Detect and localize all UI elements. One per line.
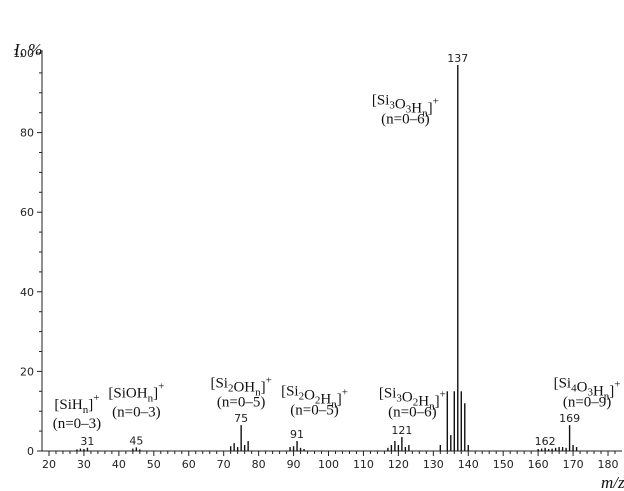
peak-label: 45 [129, 434, 143, 447]
peak-label: 75 [234, 412, 248, 425]
y-tick-label: 60 [20, 206, 34, 219]
y-axis-ticks: 0 20 40 60 80 100 [13, 47, 42, 458]
y-tick-label: 40 [20, 286, 34, 299]
ion-annotation: [SiHn]+(n=0–3) [53, 392, 101, 432]
x-tick-label: 140 [458, 458, 479, 471]
peak-label: 162 [535, 435, 556, 448]
x-tick-label: 30 [77, 458, 91, 471]
ion-annotation: [Si3O3Hn]+(n=0–6) [372, 93, 439, 128]
x-axis-ticks: 20 30 40 50 60 70 80 90 100 110 120 130 140 150 160 170… [42, 451, 619, 471]
x-tick-label: 40 [112, 458, 126, 471]
peak-label: 169 [559, 412, 580, 425]
x-tick-label: 150 [493, 458, 514, 471]
ion-annotation: [SiOHn]+(n=0–3) [108, 380, 164, 420]
ion-annotation: [Si2O2Hn]+(n=0–5) [281, 383, 348, 418]
peak-label: 121 [391, 424, 412, 437]
x-tick-label: 110 [353, 458, 374, 471]
x-tick-label: 160 [528, 458, 549, 471]
x-tick-label: 50 [147, 458, 161, 471]
x-tick-label: 90 [287, 458, 301, 471]
ion-annotation: [Si3O2Hn]+(n=0–6) [379, 385, 446, 420]
x-tick-label: 100 [318, 458, 339, 471]
ion-range: (n=0–3) [53, 416, 101, 432]
y-tick-label: 20 [20, 365, 34, 378]
peak-label: 137 [447, 52, 468, 65]
x-tick-label: 130 [423, 458, 444, 471]
ion-range: (n=0–6) [381, 112, 429, 128]
ion-annotation: [Si4O3Hn]+(n=0–9) [554, 375, 621, 410]
peak-label: 31 [80, 435, 94, 448]
x-tick-label: 170 [563, 458, 584, 471]
x-axis-title: m/z [601, 473, 624, 491]
x-tick-label: 180 [598, 458, 619, 471]
spectrum-peaks [76, 64, 578, 451]
peak-label: 91 [290, 428, 304, 441]
ion-range: (n=0–3) [112, 404, 160, 420]
x-tick-label: 120 [388, 458, 409, 471]
ion-range: (n=0–6) [388, 404, 436, 420]
ion-annotations: [SiHn]+(n=0–3)[SiOHn]+(n=0–3)[Si2OHn]+(n… [53, 93, 621, 432]
y-tick-label: 0 [27, 445, 34, 458]
ion-formula: [SiHn]+ [54, 392, 99, 416]
y-axis-title: I, % [13, 40, 42, 59]
axes [41, 50, 622, 452]
x-tick-label: 80 [252, 458, 266, 471]
ion-range: (n=0–5) [290, 402, 338, 418]
ion-formula: [SiOHn]+ [108, 380, 164, 404]
x-tick-label: 70 [217, 458, 231, 471]
x-tick-label: 60 [182, 458, 196, 471]
ion-range: (n=0–9) [563, 394, 611, 410]
x-tick-label: 20 [42, 458, 56, 471]
y-tick-label: 80 [20, 127, 34, 140]
y-tick-label: 100 [13, 47, 34, 60]
ion-annotation: [Si2OHn]+(n=0–5) [210, 374, 271, 410]
ion-range: (n=0–5) [217, 394, 265, 410]
